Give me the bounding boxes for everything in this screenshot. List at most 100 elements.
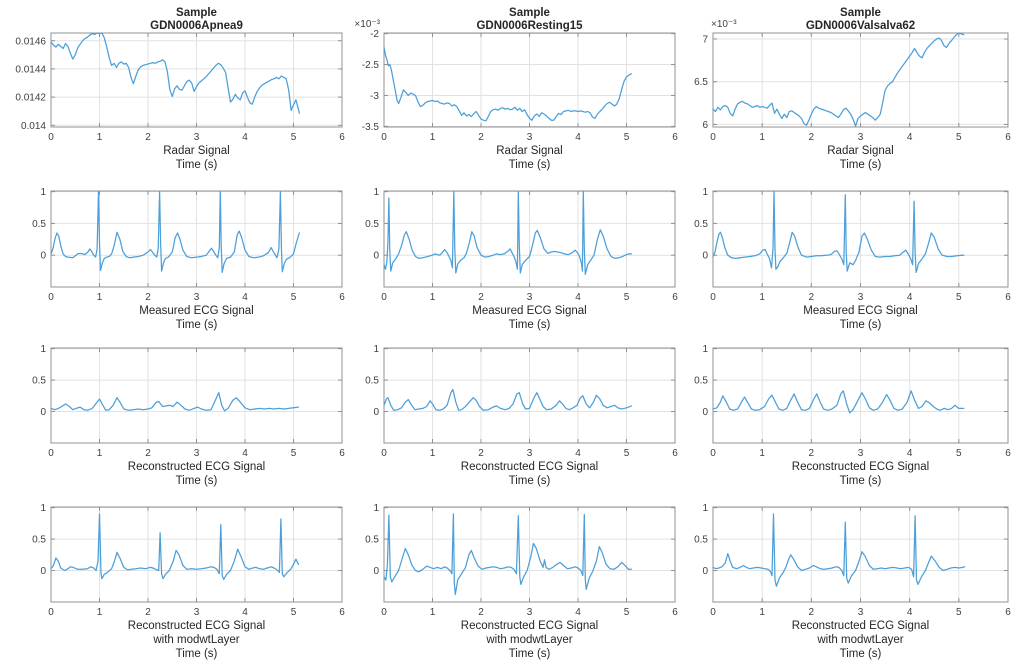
y-tick-label: 1 [373,503,379,514]
x-tick-label: 3 [527,132,533,143]
x-tick-label: 0 [381,448,387,459]
axis-caption-line1: Radar Signal [827,145,893,157]
x-tick-label: 0 [381,132,387,143]
x-tick-label: 3 [858,292,864,303]
x-tick-label: 0 [48,292,54,303]
y-tick-label: 0 [702,407,708,418]
x-tick-label: 5 [291,132,297,143]
x-tick-label: 5 [624,448,630,459]
y-tick-label: 0.0142 [15,93,46,104]
x-tick-label: 3 [858,607,864,618]
y-tick-label: -3 [370,91,379,102]
x-tick-label: 6 [672,607,678,618]
axis-caption-line1: Reconstructed ECG Signal [461,620,598,632]
axis-caption-line2: with modwtLayer [152,634,239,646]
x-tick-label: 2 [478,132,484,143]
axis-caption-line2: Time (s) [176,159,218,171]
x-tick-label: 2 [809,448,815,459]
y-tick-label: -3.5 [362,122,380,133]
subplot-r2c3: 0 1 2 3 4 5 6 0 0.5 1 Measured ECG Signal Time (s) [694,187,1011,331]
x-tick-label: 3 [194,292,200,303]
x-tick-label: 4 [907,448,913,459]
subplot-r2c2: 0 1 2 3 4 5 6 0 0.5 1 Measured ECG Signal Time (s) [365,187,678,331]
signal-trace [50,513,300,581]
y-tick-label: 6 [702,120,708,131]
x-tick-label: 4 [575,292,581,303]
y-tick-label: 0.5 [32,535,46,546]
signal-trace [712,190,965,274]
y-tick-label: -2.5 [362,60,380,71]
y-tick-label: 0 [373,251,379,262]
x-tick-label: 6 [1005,292,1011,303]
x-tick-label: 4 [575,132,581,143]
signal-trace [383,46,633,122]
axis-caption-line3: Time (s) [176,648,218,660]
x-tick-label: 4 [242,607,248,618]
x-tick-label: 0 [48,448,54,459]
x-tick-label: 6 [672,132,678,143]
x-tick-label: 1 [430,448,436,459]
x-tick-label: 6 [339,607,345,618]
y-tick-label: 0.5 [365,535,379,546]
axis-caption-line1: Measured ECG Signal [803,305,917,317]
axis-caption-line3: Time (s) [509,648,551,660]
signal-trace [50,392,300,412]
y-tick-label: 0.5 [694,219,708,230]
x-tick-label: 2 [809,132,815,143]
y-tick-label: 0.5 [32,376,46,387]
x-tick-label: 6 [1005,448,1011,459]
y-tick-label: 1 [40,187,46,198]
y-axis-exponent-label: ×10⁻³ [354,19,380,30]
y-tick-label: 1 [40,344,46,355]
axis-caption-line1: Measured ECG Signal [139,305,253,317]
subplot-title-line1: Sample [840,7,881,19]
axis-caption-line2: Time (s) [176,475,218,487]
x-tick-label: 1 [759,448,765,459]
x-tick-label: 4 [907,292,913,303]
x-tick-label: 0 [710,292,716,303]
subplot-r4c1: 0 1 2 3 4 5 6 0 0.5 1 Reconstructed ECG Signal with… [32,503,345,660]
x-tick-label: 0 [710,607,716,618]
x-tick-label: 0 [48,132,54,143]
x-tick-label: 5 [956,132,962,143]
x-tick-label: 4 [907,607,913,618]
x-tick-label: 3 [194,132,200,143]
x-tick-label: 2 [478,448,484,459]
axis-caption-line2: with modwtLayer [485,634,572,646]
x-tick-label: 6 [672,292,678,303]
x-tick-label: 3 [194,607,200,618]
x-tick-label: 3 [194,448,200,459]
x-tick-label: 5 [956,607,962,618]
x-tick-label: 1 [430,292,436,303]
x-tick-label: 4 [575,607,581,618]
axis-caption-line3: Time (s) [840,648,882,660]
y-tick-label: 0.014 [21,121,46,132]
axis-caption-line2: Time (s) [509,475,551,487]
y-tick-label: 0 [40,407,46,418]
y-tick-label: 0.5 [694,535,708,546]
y-tick-label: 0.0146 [15,36,46,47]
y-tick-label: 0 [40,251,46,262]
subplot-r1c1: 0 1 2 3 4 5 6 0.014 0.0142 0.0144 0.0146 SampleGDN0… [15,7,345,171]
y-tick-label: 6.5 [694,77,708,88]
x-tick-label: 5 [956,448,962,459]
y-tick-label: -2 [370,29,379,40]
y-tick-label: 0.0144 [15,64,46,75]
axis-caption-line2: Time (s) [176,319,218,331]
y-tick-label: 1 [702,503,708,514]
x-tick-label: 6 [339,132,345,143]
axis-caption-line2: Time (s) [509,159,551,171]
subplot-title-line2: GDN0006Valsalva62 [806,20,915,32]
x-tick-label: 5 [624,132,630,143]
x-tick-label: 2 [145,448,151,459]
x-tick-label: 2 [478,607,484,618]
x-tick-label: 2 [145,607,151,618]
axis-caption-line2: Time (s) [840,475,882,487]
y-tick-label: 0 [702,566,708,577]
x-tick-label: 5 [291,448,297,459]
x-tick-label: 5 [624,607,630,618]
signal-trace [50,32,300,114]
x-tick-label: 0 [710,132,716,143]
y-tick-label: 0 [373,407,379,418]
